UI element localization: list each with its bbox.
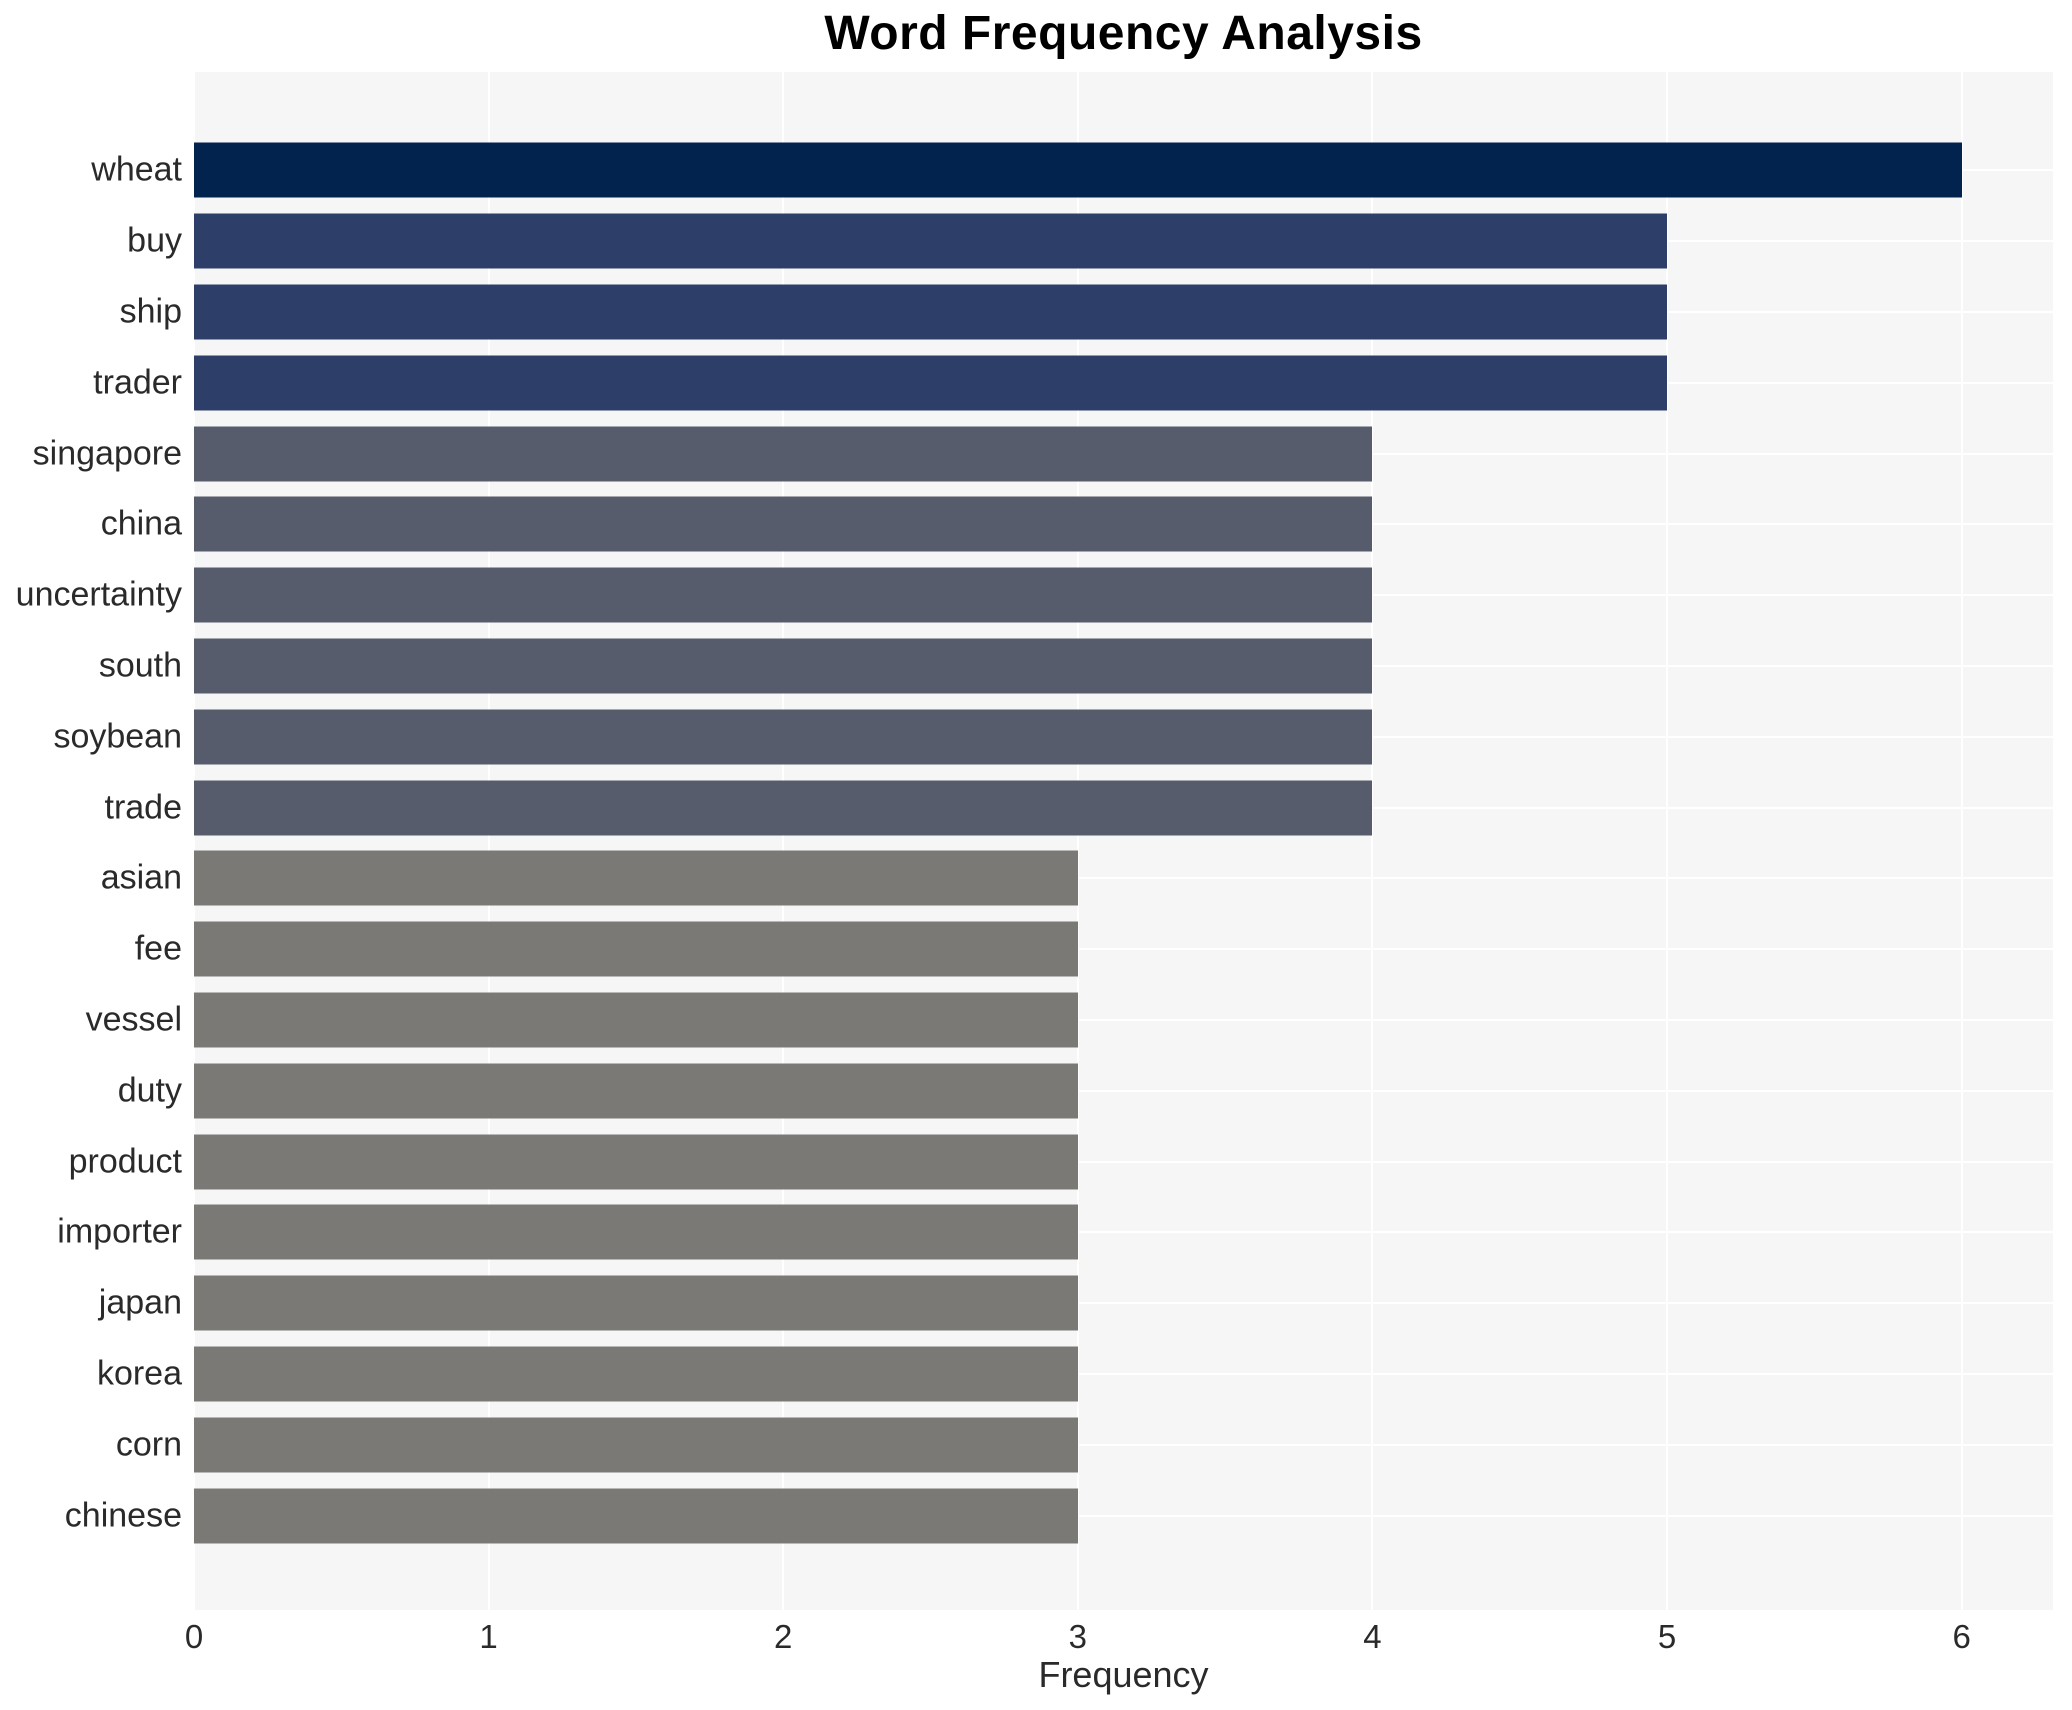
bar-row: importer	[57, 1197, 2053, 1268]
category-label: uncertainty	[15, 575, 182, 614]
frequency-bar	[194, 284, 1668, 340]
bar-row: chinese	[65, 1480, 2053, 1551]
category-label: japan	[98, 1283, 182, 1322]
x-tick-label: 0	[184, 1618, 204, 1655]
frequency-bar	[194, 780, 1373, 836]
x-tick-label: 1	[479, 1618, 498, 1655]
category-label: singapore	[32, 434, 182, 473]
frequency-bar	[194, 992, 1078, 1048]
horizontal-gridline	[194, 1302, 2053, 1305]
frequency-bar	[194, 921, 1078, 977]
bar-row: fee	[135, 914, 2053, 985]
frequency-bar	[194, 567, 1373, 623]
vertical-gridline	[782, 72, 785, 1610]
x-tick-label: 2	[774, 1618, 793, 1655]
horizontal-gridline	[194, 1018, 2053, 1021]
horizontal-gridline	[194, 1372, 2053, 1375]
category-label: asian	[100, 858, 182, 897]
x-tick-label: 3	[1068, 1618, 1088, 1655]
category-label: ship	[119, 292, 182, 331]
plot-area: wheat buy ship trader singapore china uncertai…	[16, 72, 2053, 1610]
category-label: south	[98, 646, 182, 685]
chart-title: Word Frequency Analysis	[824, 7, 1423, 60]
vertical-gridline	[487, 72, 490, 1610]
frequency-bar	[194, 1134, 1078, 1190]
frequency-bar	[194, 496, 1373, 552]
vertical-gridline	[1076, 72, 1079, 1610]
plot-background	[193, 72, 2053, 1610]
bar-row: corn	[116, 1409, 2053, 1480]
frequency-bar	[194, 1417, 1078, 1473]
frequency-bar	[194, 709, 1373, 765]
vertical-gridline	[193, 72, 195, 1610]
horizontal-gridline	[194, 1160, 2053, 1163]
bar-row: uncertainty	[16, 560, 2053, 631]
bar-row: china	[101, 489, 2053, 560]
frequency-bar	[194, 1346, 1078, 1402]
horizontal-gridline	[194, 1231, 2053, 1234]
bar-row: duty	[118, 1055, 2053, 1126]
frequency-bar	[194, 1488, 1078, 1544]
frequency-bar	[194, 355, 1668, 411]
horizontal-gridline	[194, 948, 2053, 951]
x-tick-label: 5	[1657, 1618, 1677, 1655]
horizontal-gridline	[194, 1089, 2053, 1092]
category-label: korea	[96, 1354, 182, 1393]
x-axis-label: Frequency	[1038, 1654, 1209, 1695]
category-label: trader	[93, 363, 182, 402]
x-tick-label: 6	[1952, 1618, 1971, 1655]
bar-row: japan	[99, 1268, 2053, 1339]
frequency-bar	[194, 1275, 1078, 1331]
category-label: buy	[127, 221, 182, 260]
bar-row: korea	[97, 1339, 2053, 1410]
bar-row: wheat	[91, 135, 2053, 206]
category-label: chinese	[64, 1496, 182, 1535]
category-label: fee	[134, 929, 182, 968]
frequency-bar	[194, 213, 1668, 269]
bar-row: trader	[93, 347, 2053, 418]
bar-rows: wheat buy ship trader singapore china uncertai…	[16, 72, 2053, 1610]
category-label: trade	[104, 788, 183, 827]
vertical-gridline	[1371, 72, 1374, 1610]
bar-row: asian	[101, 843, 2053, 914]
horizontal-gridline	[194, 877, 2053, 880]
category-label: wheat	[91, 150, 182, 189]
frequency-bar	[194, 638, 1373, 694]
frequency-bar	[194, 1204, 1078, 1260]
bar-row: south	[99, 631, 2053, 702]
category-label: soybean	[53, 717, 182, 756]
horizontal-gridline	[194, 1443, 2053, 1446]
frequency-bar	[194, 1063, 1078, 1119]
bar-row: soybean	[53, 701, 2053, 772]
category-label: duty	[117, 1071, 182, 1110]
x-axis-ticks: 0 1 2 3 4 5 6	[185, 1618, 2053, 1660]
bar-row: trade	[105, 772, 2053, 843]
bar-row: buy	[127, 206, 2053, 277]
x-tick-label: 4	[1363, 1618, 1382, 1655]
category-label: importer	[57, 1212, 182, 1251]
horizontal-gridline	[194, 1514, 2053, 1517]
category-label: corn	[115, 1425, 182, 1464]
category-label: vessel	[85, 1000, 182, 1039]
bar-row: singapore	[33, 418, 2053, 489]
frequency-bar	[194, 142, 1962, 198]
bar-row: ship	[120, 277, 2053, 348]
bar-row: vessel	[86, 985, 2053, 1056]
frequency-bar	[194, 850, 1078, 906]
category-label: product	[68, 1142, 182, 1181]
vertical-gridline	[1960, 72, 1963, 1610]
category-label: china	[100, 504, 182, 543]
frequency-bar	[194, 426, 1373, 482]
bar-row: product	[69, 1126, 2053, 1197]
vertical-gridline	[1666, 72, 1669, 1610]
